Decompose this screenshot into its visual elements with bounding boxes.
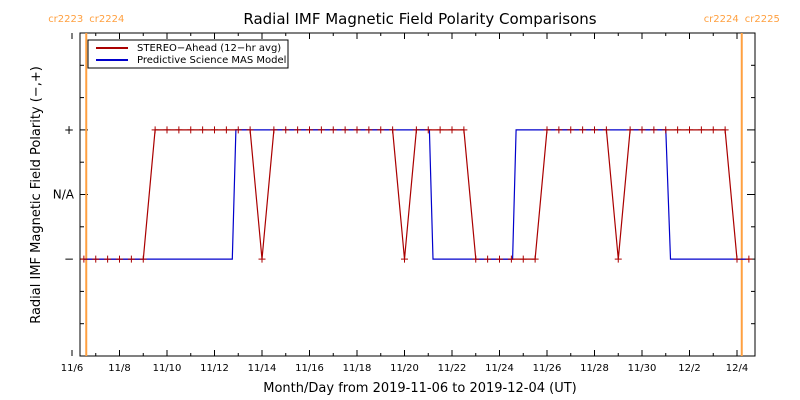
stereo-data-point <box>341 126 349 134</box>
stereo-data-point <box>543 126 551 134</box>
stereo-data-point <box>211 126 218 134</box>
x-tick-label: 11/16 <box>295 363 324 374</box>
stereo-data-point <box>246 126 254 134</box>
cr-label-right: cr2225 <box>745 14 780 25</box>
stereo-data-point <box>745 255 753 263</box>
stereo-data-point <box>151 126 159 134</box>
y-tick-label: N/A <box>53 188 75 202</box>
stereo-data-point <box>674 126 682 134</box>
stereo-data-point <box>567 126 575 134</box>
stereo-data-point <box>733 255 741 263</box>
y-tick-label: − <box>64 252 74 266</box>
stereo-data-point <box>234 126 242 134</box>
stereo-data-point <box>697 126 705 134</box>
plot-area <box>79 32 756 357</box>
stereo-data-point <box>614 255 622 263</box>
series-layer <box>80 126 753 263</box>
stereo-data-point <box>460 126 468 134</box>
axis-ticks: 11/6 11/8 11/10 11/12 11/14 11/16 11/18 11/20 11… <box>53 33 755 374</box>
stereo-data-point <box>139 255 147 263</box>
stereo-data-point <box>686 126 693 134</box>
x-tick-label: 11/12 <box>200 363 229 374</box>
stereo-data-point <box>591 126 598 134</box>
stereo-data-point <box>282 126 290 134</box>
y-axis-label: Radial IMF Magnetic Field Polarity (−,+) <box>29 66 44 324</box>
stereo-data-point <box>175 126 183 134</box>
stereo-data-point <box>377 126 385 134</box>
cr-label-left: cr2224 <box>704 14 739 25</box>
stereo-data-point <box>626 126 634 134</box>
stereo-data-point <box>436 126 444 134</box>
x-tick-label: 11/18 <box>343 363 372 374</box>
stereo-data-point <box>353 126 361 134</box>
stereo-data-point <box>306 126 313 134</box>
stereo-data-point <box>187 126 195 134</box>
stereo-data-point <box>519 255 527 263</box>
cr-label-left: cr2223 <box>48 14 83 25</box>
stereo-data-point <box>709 126 717 134</box>
stereo-data-point <box>472 255 480 263</box>
cr-label-right: cr2224 <box>89 14 124 25</box>
x-tick-label: 11/20 <box>390 363 419 374</box>
stereo-data-point <box>317 126 325 134</box>
stereo-data-point <box>258 255 266 263</box>
legend-label-stereo: STEREO−Ahead (12−hr avg) <box>137 43 281 54</box>
legend: STEREO−Ahead (12−hr avg) Predictive Scie… <box>87 39 289 69</box>
stereo-data-point <box>389 126 397 134</box>
stereo-data-point <box>555 126 563 134</box>
stereo-data-point <box>424 126 432 134</box>
stereo-data-point <box>92 255 100 263</box>
x-tick-label: 11/24 <box>485 363 514 374</box>
x-tick-label: 11/28 <box>580 363 609 374</box>
stereo-data-point <box>662 126 670 134</box>
stereo-data-point <box>579 126 587 134</box>
stereo-data-point <box>199 126 207 134</box>
stereo-data-point <box>531 255 539 263</box>
carrington-markers: cr2223 cr2224 cr2224 cr2225 <box>48 14 780 356</box>
stereo-data-point <box>80 255 88 263</box>
y-tick-label: + <box>64 123 74 137</box>
stereo-data-point <box>496 255 503 263</box>
stereo-data-point <box>365 126 373 134</box>
stereo-data-point <box>270 126 278 134</box>
x-tick-label: 11/10 <box>153 363 182 374</box>
stereo-data-point <box>329 126 337 134</box>
legend-label-model: Predictive Science MAS Model <box>137 55 286 66</box>
stereo-data-point <box>721 126 729 134</box>
x-tick-label: 11/26 <box>533 363 562 374</box>
stereo-data-point <box>127 255 135 263</box>
chart-title: Radial IMF Magnetic Field Polarity Compa… <box>243 10 596 28</box>
stereo-data-point <box>294 126 302 134</box>
stereo-data-point <box>484 255 492 263</box>
x-tick-label: 11/8 <box>108 363 130 374</box>
x-tick-label: 11/6 <box>61 363 83 374</box>
stereo-data-point <box>448 126 456 134</box>
x-tick-label: 11/22 <box>438 363 467 374</box>
stereo-data-point <box>650 126 658 134</box>
stereo-ahead-line <box>83 129 749 260</box>
stereo-data-point <box>602 126 610 134</box>
legend-box <box>87 39 289 69</box>
x-tick-label: 12/4 <box>726 363 748 374</box>
stereo-data-point <box>222 126 230 134</box>
stereo-data-point <box>638 126 646 134</box>
stereo-data-point <box>401 255 408 263</box>
stereo-data-point <box>412 126 420 134</box>
stereo-data-point <box>104 255 112 263</box>
stereo-data-point <box>507 255 515 263</box>
stereo-data-point <box>116 255 123 263</box>
x-tick-label: 11/14 <box>248 363 277 374</box>
x-axis-label: Month/Day from 2019-11-06 to 2019-12-04 … <box>263 381 576 396</box>
stereo-data-point <box>163 126 171 134</box>
x-tick-label: 11/30 <box>628 363 657 374</box>
x-tick-label: 12/2 <box>678 363 700 374</box>
